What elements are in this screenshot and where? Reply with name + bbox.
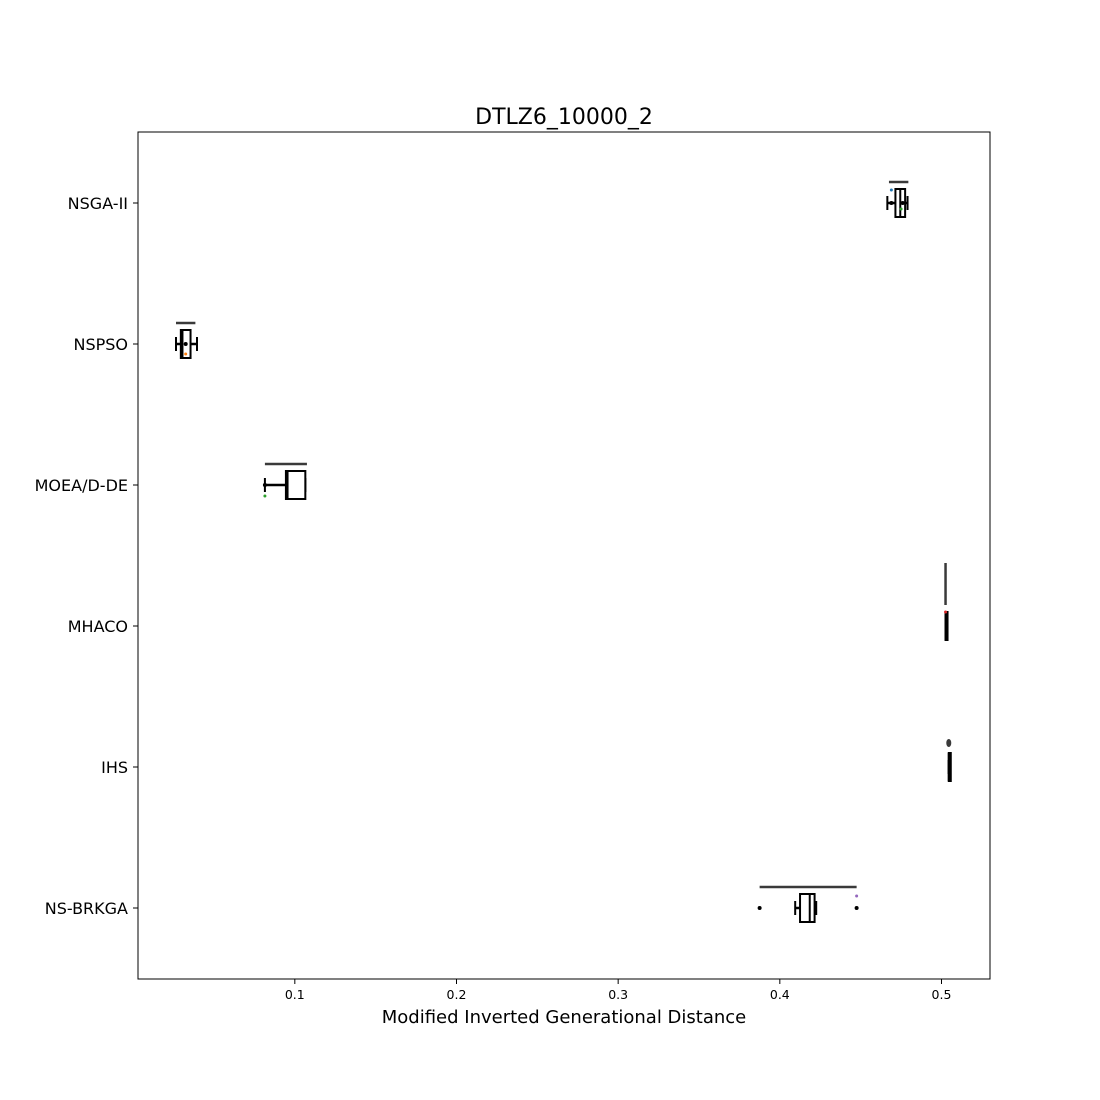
box-group-4 [946, 739, 952, 782]
x-tick-label: 0.4 [770, 987, 790, 1002]
x-axis: 0.1 0.2 0.3 0.4 0.5 [285, 979, 952, 1002]
box-group-1 [174, 321, 199, 359]
box-group-0 [886, 180, 909, 218]
x-tick-label: 0.2 [447, 987, 467, 1002]
box-group-3 [944, 563, 949, 641]
jitter-point [184, 352, 188, 356]
plot-area-frame [137, 131, 991, 980]
outlier-point [900, 201, 905, 205]
outlier-point [757, 906, 762, 910]
jitter-point [263, 494, 267, 498]
box [799, 893, 816, 923]
chart-title: DTLZ6_10000_2 [475, 105, 653, 130]
outlier-point [262, 483, 267, 487]
y-tick-label: NSPSO [73, 335, 128, 354]
y-tick-label: NSGA-II [68, 194, 128, 213]
outlier-point [889, 201, 894, 205]
jitter-point [855, 894, 859, 898]
box [284, 470, 307, 500]
box-group-5 [757, 885, 859, 923]
y-axis: NSGA-II NSPSO MOEA/D-DE MHACO IHS NS-BRKGA [35, 194, 138, 918]
y-tick-label: MOEA/D-DE [35, 476, 128, 495]
x-tick-label: 0.1 [285, 987, 305, 1002]
y-tick-label: NS-BRKGA [45, 899, 128, 918]
jitter-point [889, 188, 893, 192]
x-tick-label: 0.3 [608, 987, 628, 1002]
y-tick-label: IHS [101, 758, 128, 777]
x-axis-label: Modified Inverted Generational Distance [382, 1007, 747, 1028]
jitter-point [944, 610, 948, 614]
box-group-2 [262, 462, 307, 500]
y-tick-label: MHACO [68, 617, 128, 636]
jitter-point [899, 207, 903, 211]
range-bar [946, 739, 952, 747]
outlier-point [854, 906, 859, 910]
boxes [174, 180, 952, 923]
outlier-point [183, 342, 188, 346]
x-tick-label: 0.5 [932, 987, 952, 1002]
